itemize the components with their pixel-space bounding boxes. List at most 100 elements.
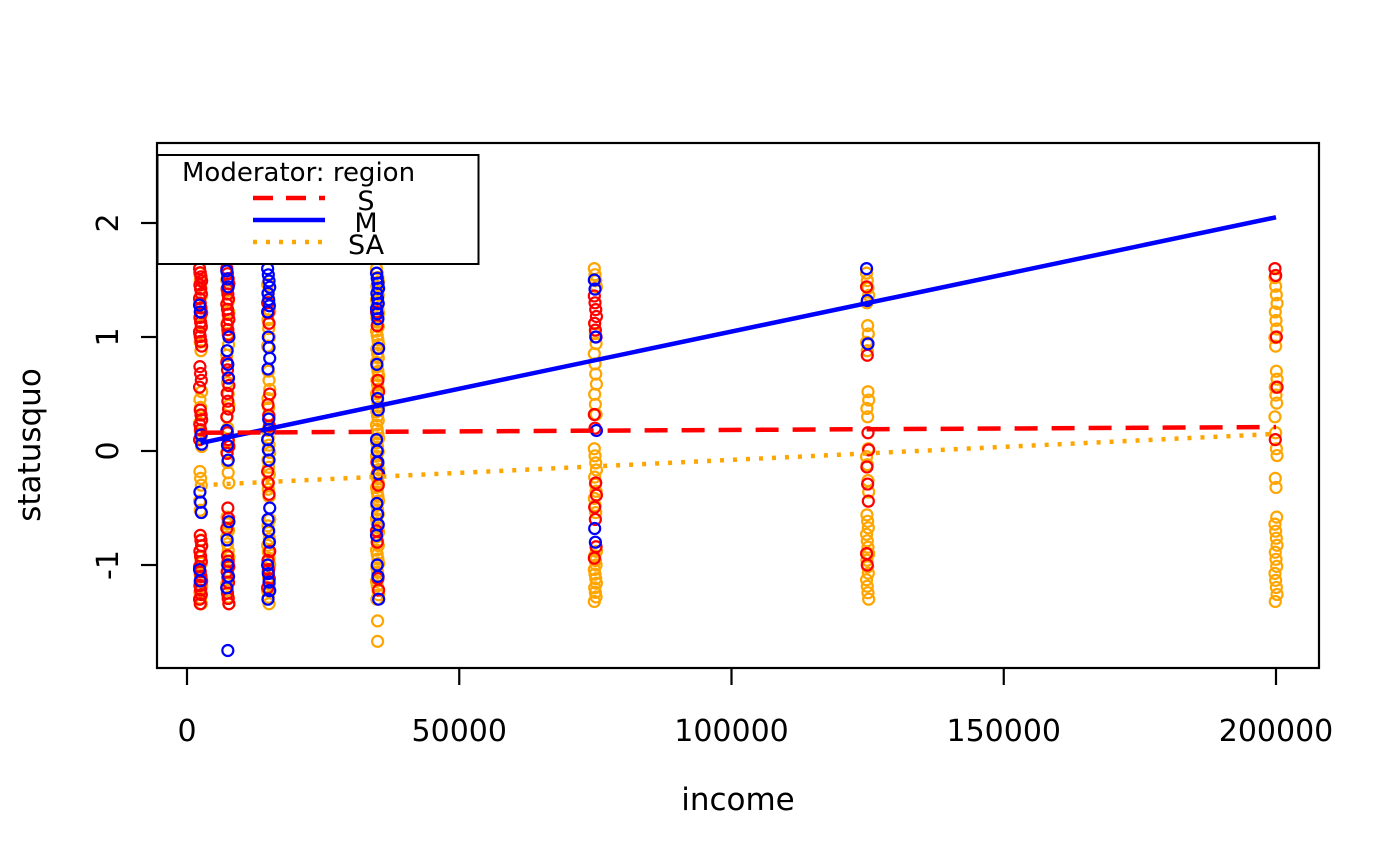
scatter-point-red	[222, 378, 236, 393]
scatter-point-red	[1268, 262, 1282, 276]
scatter-point-red	[221, 323, 235, 337]
scatter-point-orange	[1270, 510, 1284, 524]
legend-box	[156, 154, 480, 265]
x-tick-label: 50000	[412, 714, 507, 749]
scatter-point-blue	[372, 592, 386, 606]
scatter-point-orange	[1269, 442, 1283, 456]
y-tick-label: -1	[91, 550, 126, 580]
scatter-point-orange	[1269, 364, 1283, 378]
scatter-point-blue	[263, 584, 277, 598]
scatter-point-orange	[861, 521, 875, 535]
scatter-point-red	[195, 339, 209, 353]
scatter-point-orange	[589, 463, 604, 477]
scatter-point-orange	[861, 385, 875, 399]
scatter-point-red	[193, 578, 207, 593]
scatter-point-orange	[589, 456, 603, 470]
scatter-point-blue	[192, 298, 207, 312]
scatter-point-blue	[370, 307, 384, 321]
scatter-point-orange	[1270, 538, 1284, 552]
scatter-point-orange	[1269, 552, 1283, 566]
scatter-point-blue	[859, 262, 874, 276]
y-tick-label: 1	[91, 327, 126, 346]
scatter-point-red	[588, 512, 602, 527]
x-tick-label: 100000	[674, 714, 789, 749]
scatter-point-red	[221, 394, 235, 408]
scatter-point-orange	[1269, 580, 1283, 595]
scatter-point-blue	[371, 569, 385, 584]
scatter-point-orange	[861, 327, 875, 341]
scatter-point-blue	[222, 515, 236, 529]
scatter-point-blue	[221, 371, 236, 385]
scatter-point-red	[1268, 433, 1282, 447]
scatter-point-orange	[1268, 594, 1282, 609]
scatter-point-red	[1269, 330, 1283, 344]
scatter-point-orange	[589, 505, 603, 520]
scatter-point-blue	[369, 528, 384, 542]
scatter-point-blue	[194, 428, 208, 442]
scatter-point-blue	[587, 273, 601, 287]
scatter-point-blue	[588, 521, 602, 536]
scatter-point-blue	[261, 268, 275, 282]
scatter-point-blue	[195, 437, 209, 451]
scatter-point-orange	[588, 449, 602, 463]
scatter-point-orange	[263, 382, 277, 397]
scatter-point-orange	[1269, 339, 1283, 353]
scatter-point-blue	[221, 280, 235, 294]
scatter-point-orange	[860, 553, 874, 567]
scatter-point-orange	[1268, 410, 1282, 424]
scatter-point-blue	[220, 264, 234, 278]
scatter-point-orange	[1269, 388, 1283, 402]
scatter-point-blue	[261, 362, 275, 376]
regression-line-SA	[200, 431, 1277, 488]
scatter-point-blue	[220, 272, 235, 286]
scatter-point-blue	[194, 505, 208, 520]
scatter-point-orange	[588, 268, 602, 282]
scatter-point-orange	[860, 401, 874, 416]
scatter-point-orange	[589, 572, 603, 586]
scatter-point-orange	[860, 508, 874, 522]
legend-label-SA: SA	[348, 230, 385, 261]
scatter-point-blue	[861, 337, 875, 351]
scatter-point-orange	[220, 348, 234, 362]
scatter-point-blue	[261, 592, 275, 606]
scatter-point-red	[193, 360, 207, 374]
scatter-point-red	[1269, 268, 1283, 283]
scatter-point-red	[860, 460, 874, 474]
scatter-point-blue	[262, 292, 276, 307]
scatter-point-red	[587, 407, 601, 422]
scatter-point-blue	[222, 330, 236, 344]
scatter-point-orange	[222, 476, 236, 490]
scatter-point-orange	[1268, 471, 1282, 485]
scatter-point-orange	[261, 519, 275, 533]
scatter-point-orange	[194, 344, 208, 358]
scatter-point-red	[193, 597, 207, 611]
scatter-point-orange	[1268, 305, 1282, 319]
scatter-point-red	[589, 303, 603, 317]
scatter-point-orange	[1270, 322, 1284, 336]
x-tick-label: 150000	[946, 714, 1061, 749]
scatter-point-red	[588, 323, 602, 337]
scatter-point-orange	[587, 594, 601, 609]
scatter-point-red	[589, 488, 604, 502]
scatter-point-blue	[261, 286, 275, 300]
y-axis-title: statusquo	[12, 368, 48, 522]
scatter-point-orange	[262, 321, 276, 336]
scatter-point-red	[262, 487, 276, 501]
scatter-point-orange	[588, 585, 602, 599]
scatter-point-red	[194, 334, 208, 348]
scatter-point-orange	[1270, 296, 1284, 310]
scatter-point-orange	[1268, 566, 1282, 580]
scatter-point-blue	[220, 438, 235, 452]
scatter-point-orange	[588, 470, 602, 484]
scatter-point-orange	[861, 566, 875, 580]
scatter-point-red	[220, 386, 234, 400]
legend-label-S: S	[357, 186, 374, 217]
scatter-point-blue	[263, 501, 277, 515]
scatter-point-red	[192, 291, 207, 306]
scatter-point-red	[860, 558, 874, 572]
scatter-point-red	[588, 316, 602, 330]
scatter-point-orange	[1269, 531, 1283, 545]
scatter-point-red	[587, 551, 601, 565]
